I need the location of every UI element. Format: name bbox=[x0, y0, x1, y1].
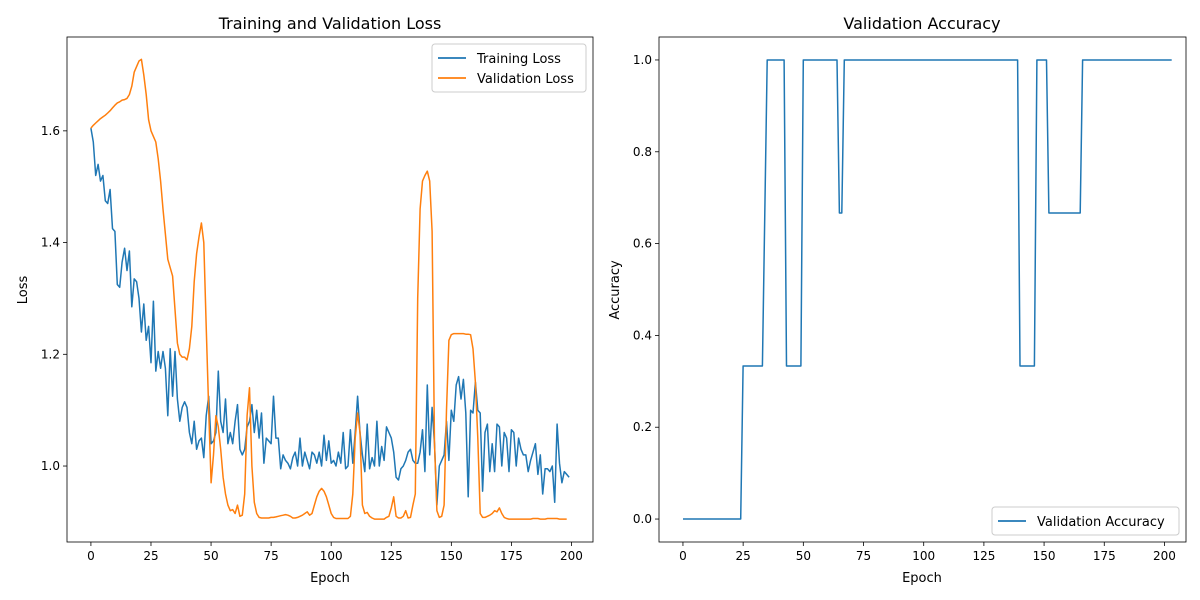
accuracy-x-tick-label: 0 bbox=[679, 549, 687, 563]
loss-x-axis-label: Epoch bbox=[310, 571, 350, 586]
loss-x-tick-label: 175 bbox=[500, 549, 523, 563]
loss-x-tick-label: 150 bbox=[440, 549, 463, 563]
loss-legend: Training Loss Validation Loss bbox=[431, 43, 587, 93]
accuracy-chart-title: Validation Accuracy bbox=[843, 14, 1000, 33]
loss-chart: Training and Validation Loss Epoch Loss … bbox=[16, 14, 594, 586]
accuracy-y-tick-label: 0.2 bbox=[633, 420, 652, 434]
accuracy-y-tick-label: 0.0 bbox=[633, 512, 652, 526]
legend-entry: Validation Loss bbox=[477, 72, 574, 87]
accuracy-x-tick-label: 200 bbox=[1153, 549, 1176, 563]
accuracy-x-tick-label: 100 bbox=[912, 549, 935, 563]
accuracy-x-axis-label: Epoch bbox=[902, 571, 942, 586]
accuracy-y-tick-label: 1.0 bbox=[633, 53, 652, 67]
loss-axes-frame bbox=[66, 36, 594, 543]
legend-entry: Validation Accuracy bbox=[1037, 515, 1165, 530]
loss-y-tick-label: 1.2 bbox=[41, 347, 60, 361]
accuracy-y-tick-label: 0.6 bbox=[633, 237, 652, 251]
accuracy-x-tick-label: 150 bbox=[1033, 549, 1056, 563]
loss-x-tick-label: 125 bbox=[380, 549, 403, 563]
accuracy-x-tick-label: 125 bbox=[972, 549, 995, 563]
accuracy-chart: Validation Accuracy Epoch Accuracy 0 25 50… bbox=[608, 14, 1187, 586]
legend-box bbox=[431, 43, 587, 93]
accuracy-y-axis-label: Accuracy bbox=[608, 260, 623, 320]
loss-y-tick-label: 1.4 bbox=[41, 236, 60, 250]
loss-y-tick-label: 1.0 bbox=[41, 459, 60, 473]
legend-box bbox=[991, 506, 1180, 536]
accuracy-axes-frame bbox=[658, 36, 1187, 543]
loss-x-tick-label: 100 bbox=[320, 549, 343, 563]
training-loss-line bbox=[90, 127, 570, 506]
loss-x-tick-label: 25 bbox=[143, 549, 158, 563]
loss-y-axis-label: Loss bbox=[16, 276, 31, 305]
accuracy-x-tick-label: 175 bbox=[1093, 549, 1116, 563]
accuracy-x-tick-label: 25 bbox=[736, 549, 751, 563]
accuracy-x-tick-label: 50 bbox=[796, 549, 811, 563]
loss-y-tick-label: 1.6 bbox=[41, 124, 60, 138]
accuracy-y-tick-label: 0.4 bbox=[633, 328, 652, 342]
validation-accuracy-line bbox=[683, 59, 1172, 520]
accuracy-x-tick-label: 75 bbox=[856, 549, 871, 563]
accuracy-y-tick-label: 0.8 bbox=[633, 145, 652, 159]
legend-entry: Training Loss bbox=[476, 52, 561, 67]
loss-x-tick-label: 75 bbox=[263, 549, 278, 563]
loss-chart-title: Training and Validation Loss bbox=[218, 14, 442, 33]
loss-x-tick-label: 200 bbox=[560, 549, 583, 563]
loss-x-tick-label: 50 bbox=[203, 549, 218, 563]
accuracy-legend: Validation Accuracy bbox=[991, 506, 1180, 536]
loss-x-tick-label: 0 bbox=[87, 549, 95, 563]
validation-loss-line bbox=[90, 58, 567, 520]
